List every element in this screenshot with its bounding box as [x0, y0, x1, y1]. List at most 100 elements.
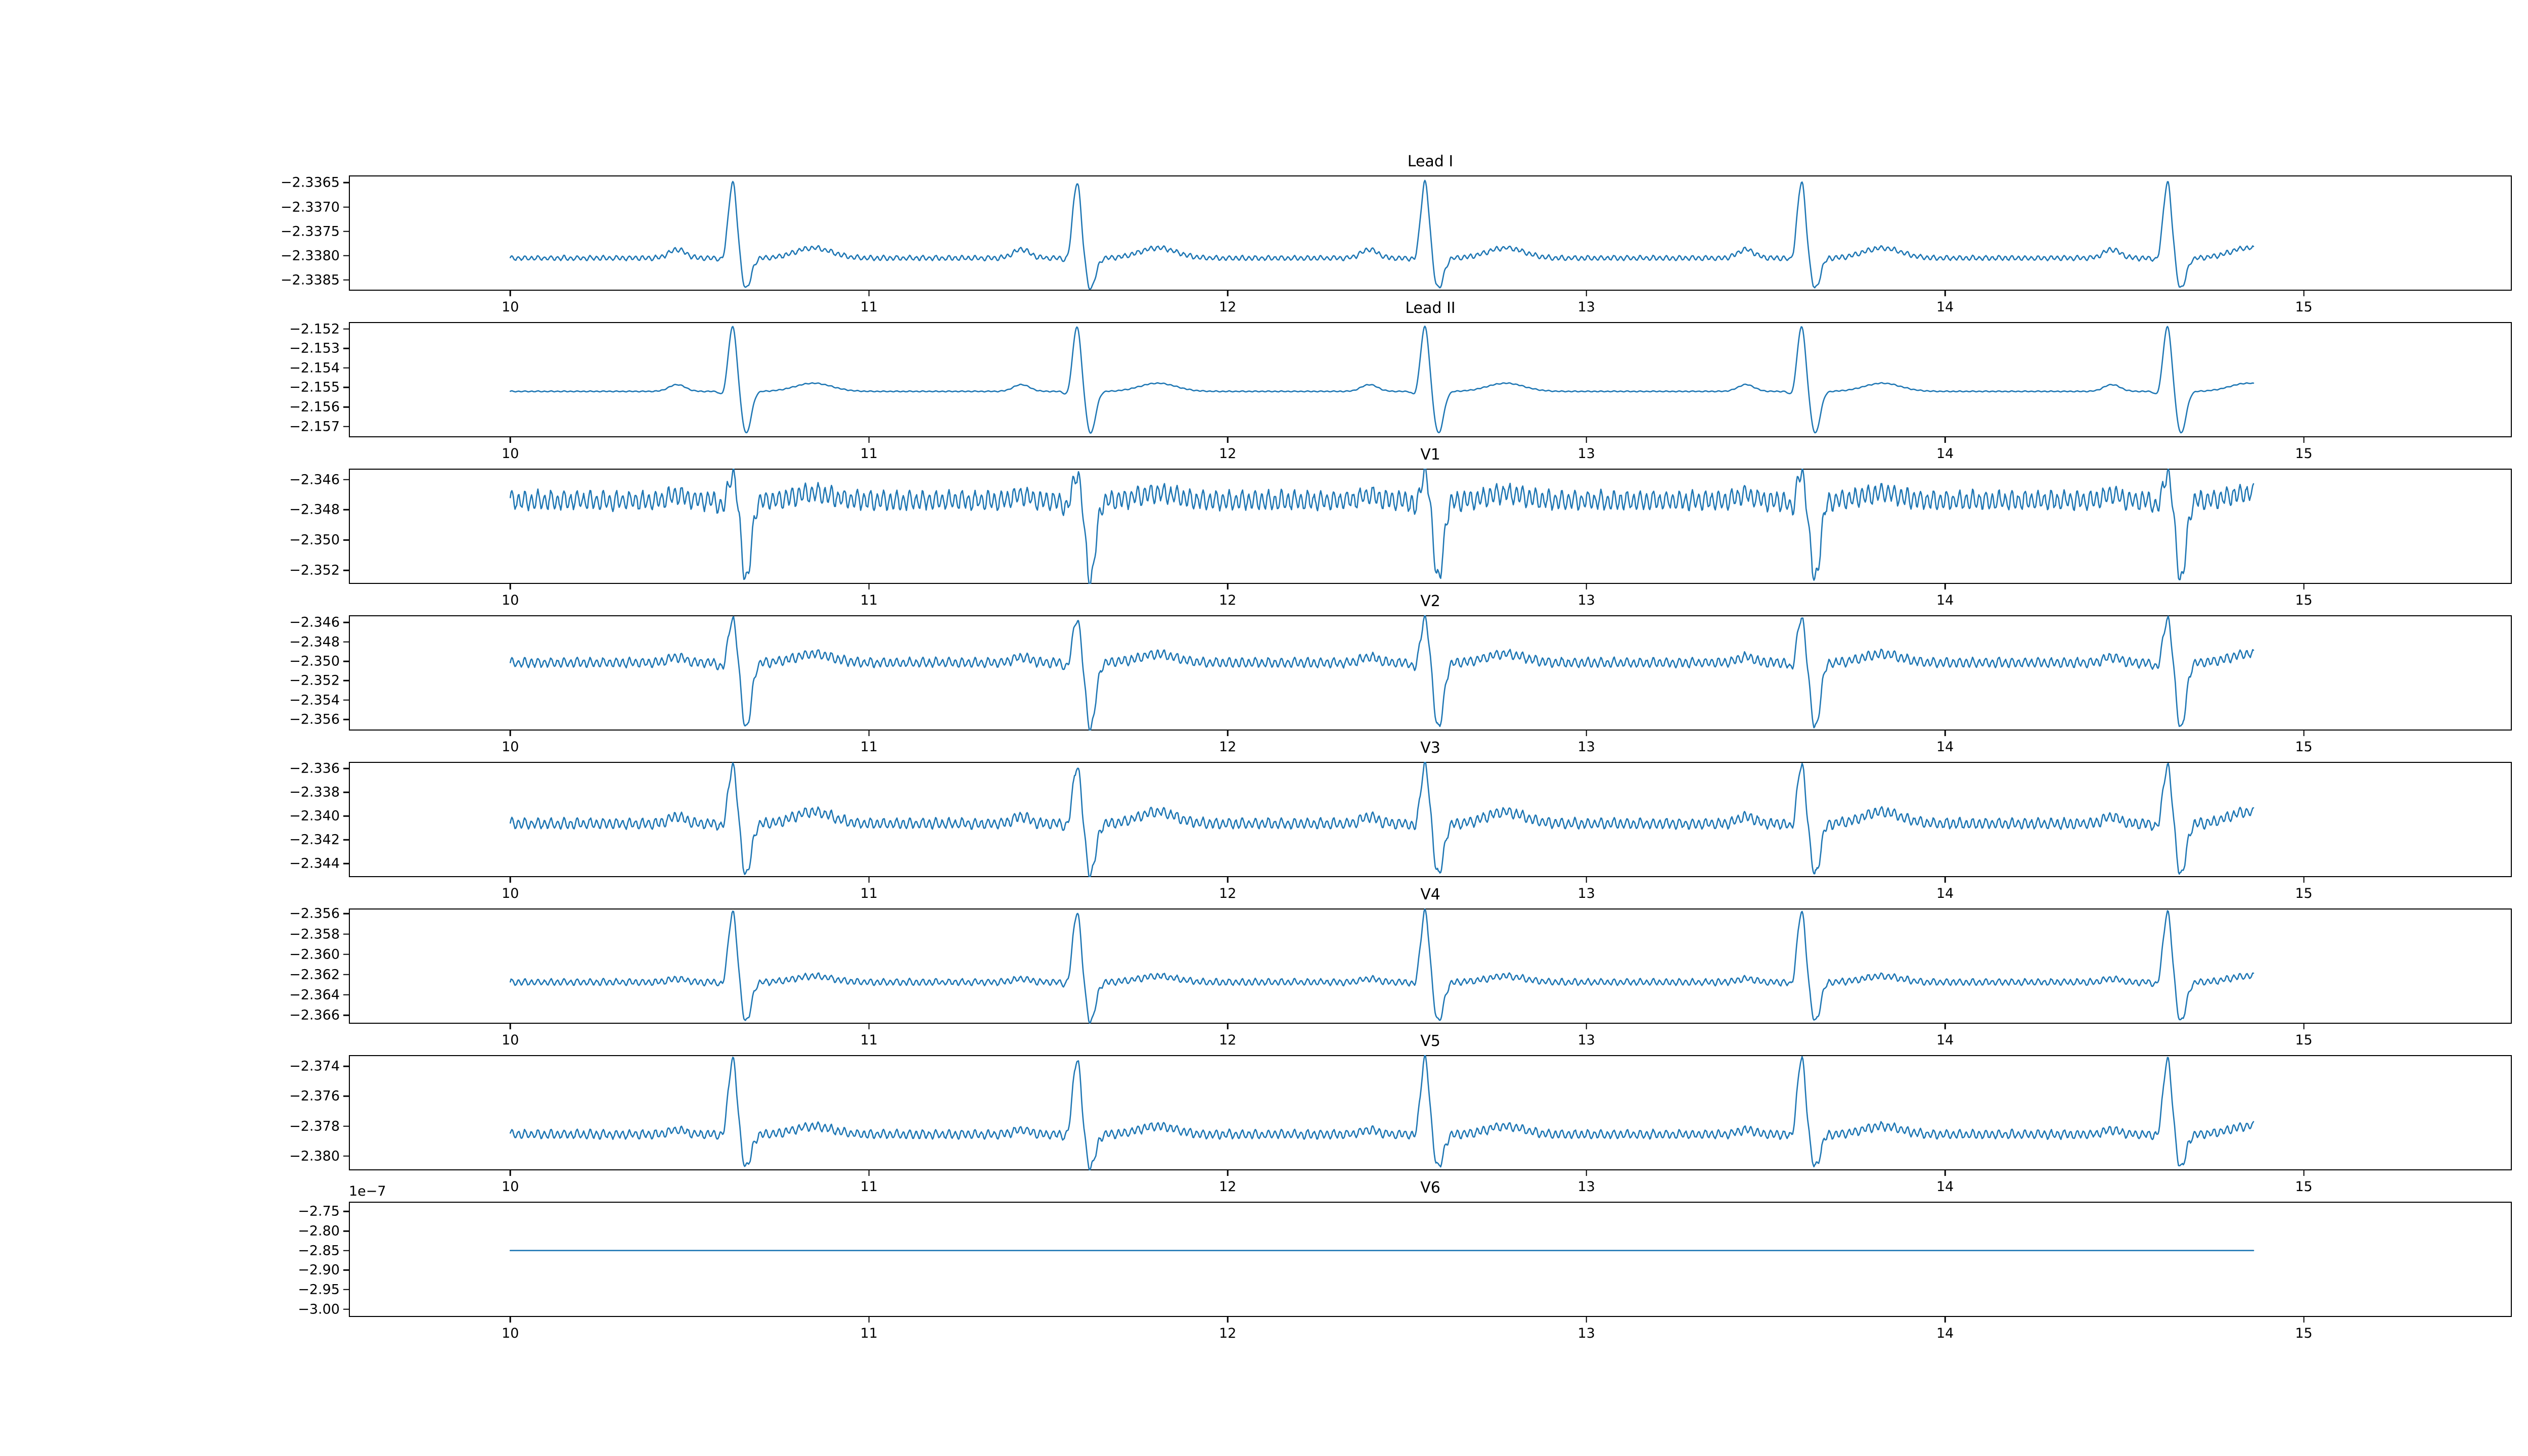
ecg-panel-lead-ii: Lead II −2.152 −2.153 −2.154 −2.155 −2.156 −2.… [289, 299, 2512, 462]
y-tick-label: −2.366 [289, 1007, 340, 1023]
x-tick-mark [868, 291, 870, 296]
y-tick-label: −2.380 [289, 1148, 340, 1164]
y-tick-label: −2.75 [298, 1203, 340, 1219]
x-tick-label: 13 [1577, 1032, 1595, 1048]
y-tick-label: −2.154 [289, 360, 340, 376]
panel-title: V5 [1420, 1032, 1440, 1050]
x-tick-label: 11 [860, 1032, 878, 1048]
x-tick-mark [1586, 731, 1587, 736]
waveform-plot [509, 326, 2254, 434]
x-tick-mark [2303, 584, 2305, 589]
y-tick-label: −2.346 [289, 472, 340, 488]
y-tick-mark [343, 791, 349, 793]
x-tick-label: 11 [860, 739, 878, 755]
x-tick-mark [868, 731, 870, 736]
y-tick-label: −2.362 [289, 967, 340, 983]
x-tick-mark [509, 1317, 511, 1323]
y-tick-mark [343, 994, 349, 996]
y-tick-mark [343, 1014, 349, 1016]
y-tick-label: −2.157 [289, 419, 340, 435]
x-tick-label: 14 [1936, 886, 1954, 901]
y-tick-mark [343, 387, 349, 388]
x-tick-label: 13 [1577, 593, 1595, 608]
x-tick-label: 13 [1577, 1326, 1595, 1341]
y-tick-mark [343, 660, 349, 662]
x-tick-mark [1586, 1317, 1587, 1323]
y-tick-label: −2.340 [289, 808, 340, 824]
waveform-plot [509, 762, 2254, 877]
y-tick-mark [343, 1125, 349, 1127]
axes-frame [349, 1202, 2512, 1317]
y-tick-label: −2.364 [289, 987, 340, 1003]
y-tick-mark [343, 1065, 349, 1067]
x-tick-mark [1944, 1024, 1946, 1029]
y-tick-mark [343, 815, 349, 817]
y-tick-mark [343, 279, 349, 281]
x-tick-label: 11 [860, 1179, 878, 1195]
x-tick-mark [2303, 877, 2305, 883]
x-tick-label: 10 [502, 446, 519, 462]
x-tick-label: 13 [1577, 299, 1595, 315]
y-tick-mark [343, 1269, 349, 1271]
x-tick-mark [2303, 1317, 2305, 1323]
x-tick-mark [1586, 291, 1587, 296]
y-tick-mark [343, 1308, 349, 1310]
x-tick-mark [2303, 1170, 2305, 1176]
waveform-plot [509, 615, 2254, 731]
x-tick-mark [1227, 731, 1229, 736]
y-tick-mark [343, 1289, 349, 1291]
x-tick-mark [868, 1317, 870, 1323]
ecg-trace [509, 762, 2254, 877]
y-tick-mark [343, 1155, 349, 1157]
y-tick-label: −2.360 [289, 946, 340, 963]
y-tick-label: −2.3370 [280, 199, 340, 215]
y-tick-mark [343, 1211, 349, 1212]
x-tick-mark [1586, 584, 1587, 589]
y-tick-mark [343, 1230, 349, 1232]
x-tick-label: 11 [860, 593, 878, 608]
x-tick-label: 15 [2295, 446, 2313, 462]
x-tick-label: 13 [1577, 1179, 1595, 1195]
x-tick-mark [1227, 437, 1229, 443]
y-tick-label: −2.3365 [280, 174, 340, 191]
x-tick-label: 12 [1218, 1032, 1237, 1048]
x-tick-label: 13 [1577, 446, 1595, 462]
y-tick-mark [343, 974, 349, 976]
y-tick-mark [343, 913, 349, 915]
x-tick-label: 10 [502, 886, 519, 901]
y-tick-label: −2.3380 [280, 248, 340, 264]
axes-frame [349, 762, 2512, 877]
ecg-trace [509, 469, 2254, 584]
x-tick-mark [1227, 584, 1229, 589]
x-tick-mark [509, 877, 511, 883]
x-tick-label: 15 [2295, 1179, 2313, 1195]
x-tick-mark [1586, 1024, 1587, 1029]
y-tick-mark [343, 367, 349, 369]
x-tick-mark [1586, 1170, 1587, 1176]
x-tick-label: 14 [1936, 446, 1954, 462]
y-tick-label: −2.354 [289, 692, 340, 708]
ecg-trace [509, 326, 2254, 434]
x-tick-label: 15 [2295, 739, 2313, 755]
x-tick-mark [1944, 1317, 1946, 1323]
waveform-plot [509, 1055, 2254, 1170]
x-tick-label: 15 [2295, 299, 2313, 315]
y-tick-mark [343, 328, 349, 330]
y-tick-mark [343, 839, 349, 841]
axes-frame [349, 469, 2512, 584]
x-tick-mark [509, 437, 511, 443]
y-tick-label: −2.356 [289, 711, 340, 727]
x-tick-mark [868, 584, 870, 589]
y-tick-label: −2.95 [298, 1282, 340, 1298]
y-tick-mark [343, 933, 349, 935]
waveform-plot [509, 469, 2254, 584]
x-tick-label: 11 [860, 299, 878, 315]
x-tick-mark [868, 1170, 870, 1176]
ecg-panel-v2: V2 −2.346 −2.348 −2.350 −2.352 −2.354 −2.356 10… [289, 593, 2512, 755]
x-tick-mark [2303, 437, 2305, 443]
y-tick-label: −2.338 [289, 784, 340, 800]
x-tick-label: 14 [1936, 593, 1954, 608]
x-tick-label: 15 [2295, 886, 2313, 901]
x-tick-label: 10 [502, 1326, 519, 1341]
y-tick-mark [343, 1250, 349, 1251]
